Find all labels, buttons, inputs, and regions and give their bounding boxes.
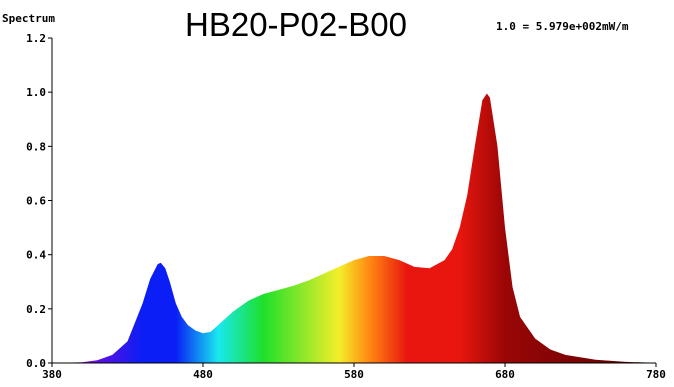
- y-tick-label: 0.4: [26, 249, 46, 262]
- y-tick-label: 0.0: [26, 357, 46, 370]
- x-tick-label: 780: [646, 368, 666, 381]
- x-tick-label: 580: [344, 368, 364, 381]
- spectrum-area: [52, 93, 656, 364]
- x-tick-label: 480: [193, 368, 213, 381]
- spectrum-corner-label: Spectrum: [2, 12, 55, 25]
- scale-note: 1.0 = 5.979e+002mW/m: [496, 20, 629, 33]
- y-tick-label: 0.6: [26, 195, 46, 208]
- y-tick-label: 0.8: [26, 140, 46, 153]
- x-tick-label: 680: [495, 368, 515, 381]
- chart-title: HB20-P02-B00: [185, 6, 407, 43]
- x-tick-label: 380: [42, 368, 62, 381]
- y-tick-label: 0.2: [26, 303, 46, 316]
- y-tick-label: 1.2: [26, 32, 46, 45]
- y-tick-label: 1.0: [26, 86, 46, 99]
